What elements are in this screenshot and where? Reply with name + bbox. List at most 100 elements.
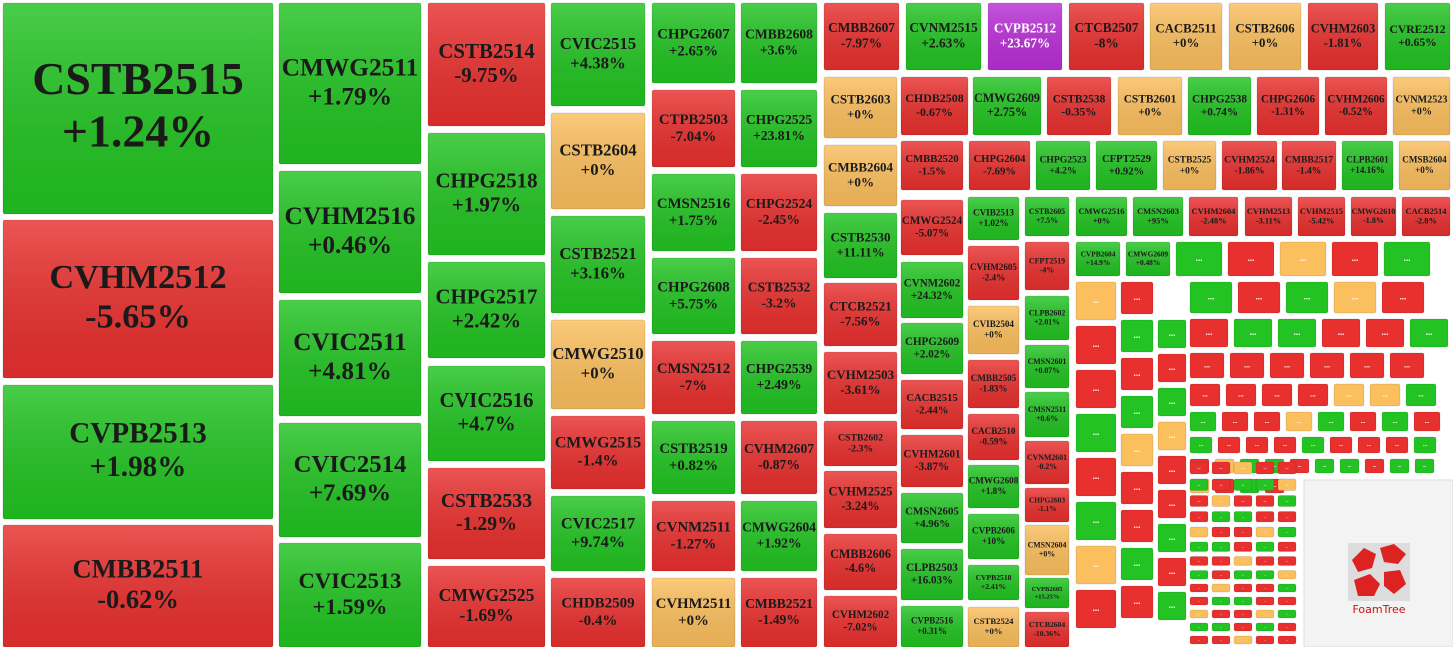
tile-shade	[968, 306, 1019, 354]
ellipsis: ...	[1382, 390, 1388, 399]
tile-name: CVHM2602	[832, 609, 890, 621]
tile-name: CHPG2518	[435, 168, 537, 192]
tile: CMWG2515 -1.4%	[550, 415, 646, 490]
logo-text: FoamTree	[1352, 603, 1405, 616]
small-tile: ...	[1189, 635, 1209, 645]
tile: CMWG2516+0%	[1075, 196, 1128, 237]
tile-shade	[1025, 392, 1069, 437]
tile: CMWG2608+1.8%	[967, 464, 1020, 509]
tile-shade	[551, 320, 645, 409]
ellipsis: ...	[1286, 515, 1289, 519]
tile: CHPG2525+23.81%	[740, 89, 818, 168]
ellipsis: ...	[1274, 390, 1280, 399]
tile: CMSN2512-7%	[651, 340, 736, 415]
tile-shade	[652, 421, 735, 494]
tile: CMSN2603+95%	[1132, 196, 1184, 237]
tile-change: -2.8%	[1415, 216, 1437, 226]
tile: CMWG2609+2.75%	[972, 76, 1042, 136]
tile: CMBB2520-1.5%	[900, 140, 964, 191]
tile-change: -0.52%	[1339, 106, 1373, 118]
tile-name: CMSN2511	[1028, 405, 1066, 414]
small-tile: ...	[1189, 461, 1209, 475]
tile-name: CMWG2511	[282, 53, 419, 81]
tile-shade	[1150, 3, 1222, 70]
tile-change: +2.42%	[452, 308, 521, 332]
tile: CHDB2508-0.67%	[900, 76, 969, 136]
ellipsis: ...	[1264, 626, 1266, 629]
tile: CSTB2521+3.16%	[550, 215, 646, 314]
tile: CMBB2607-7.97%	[823, 2, 900, 71]
tile-name: CMSN2512	[657, 361, 730, 377]
tile-name: CMBB2606	[830, 547, 891, 561]
ellipsis: ...	[1286, 499, 1289, 503]
tile-name: CHPG2523	[1039, 154, 1086, 165]
tile: CVHM2602-7.02%	[823, 595, 898, 647]
small-tile: ...	[1233, 511, 1253, 523]
small-tile-box	[1189, 383, 1221, 407]
tile-shade	[1025, 525, 1069, 575]
small-tile: ...	[1383, 241, 1431, 277]
small-tile: ...	[1233, 526, 1253, 538]
tile-change: +0.31%	[917, 626, 947, 636]
tile-name: CLPB2602	[1029, 308, 1066, 317]
tile: CSTB2533-1.29%	[427, 467, 546, 560]
tile: CACB2511+0%	[1149, 2, 1223, 71]
tile: CMSN2516+1.75%	[651, 173, 736, 252]
ellipsis: ...	[1220, 515, 1223, 519]
small-tile-box	[1120, 471, 1154, 505]
tile-shade	[1325, 77, 1387, 135]
tile-change: -1.29%	[456, 513, 517, 535]
small-tile-box	[1285, 411, 1313, 432]
tile: CVHM2601-3.87%	[900, 434, 964, 488]
tile: CLPB2503+16.03%	[900, 548, 964, 601]
ellipsis: ...	[1264, 572, 1266, 576]
tile-name: CVPB2518	[976, 573, 1012, 582]
tile-shade	[901, 323, 963, 374]
small-tile: ...	[1255, 556, 1275, 566]
small-tile-box	[1075, 325, 1117, 365]
small-tile: ...	[1233, 609, 1253, 619]
ellipsis: ...	[1329, 418, 1334, 425]
small-tile: ...	[1333, 383, 1365, 407]
small-tile-box	[1211, 583, 1231, 593]
tile-name: CVRE2512	[1389, 23, 1445, 36]
ellipsis: ...	[1198, 613, 1200, 616]
tile-change: -2.48%	[1200, 216, 1226, 226]
tile-change: -2.4%	[982, 273, 1006, 283]
ellipsis: ...	[1242, 587, 1244, 590]
small-tile: ...	[1157, 557, 1187, 587]
ellipsis: ...	[1304, 292, 1311, 302]
small-tile-box	[1255, 609, 1275, 619]
tile-name: CVHM2515	[1300, 207, 1343, 216]
tile-shade	[824, 213, 897, 278]
small-tile: ...	[1189, 556, 1209, 566]
small-tile: ...	[1217, 436, 1241, 454]
ellipsis: ...	[1298, 464, 1302, 469]
tile: CVRE2512+0.65%	[1384, 2, 1451, 71]
small-tile: ...	[1255, 478, 1275, 491]
tile-shade	[901, 606, 963, 647]
ellipsis: ...	[1248, 253, 1255, 263]
small-tile-box	[1255, 526, 1275, 538]
small-tile-box	[1255, 478, 1275, 491]
tile-shade	[741, 258, 817, 334]
ellipsis: ...	[1169, 430, 1176, 440]
small-tile: ...	[1233, 461, 1253, 475]
tile-name: CHPG2524	[746, 196, 813, 211]
tile-shade	[1076, 197, 1127, 236]
ellipsis: ...	[1286, 483, 1289, 487]
tile-shade	[741, 578, 817, 647]
small-tile-box	[1273, 436, 1297, 454]
tile-change: -3.24%	[841, 499, 879, 513]
small-tile: ...	[1211, 583, 1231, 593]
tile: CHPG2539+2.49%	[740, 340, 818, 415]
tile: CSTB2514-9.75%	[427, 2, 546, 127]
tile-change: +2.63%	[921, 36, 965, 51]
tile: CTCB2521-7.56%	[823, 282, 898, 347]
small-tile-box	[1075, 501, 1117, 541]
ellipsis: ...	[1093, 295, 1100, 305]
small-tile-box	[1120, 509, 1154, 543]
tile-shade	[428, 133, 545, 255]
tile: CVIC2517+9.74%	[550, 495, 646, 572]
tile-name: CMBB2511	[72, 554, 203, 584]
